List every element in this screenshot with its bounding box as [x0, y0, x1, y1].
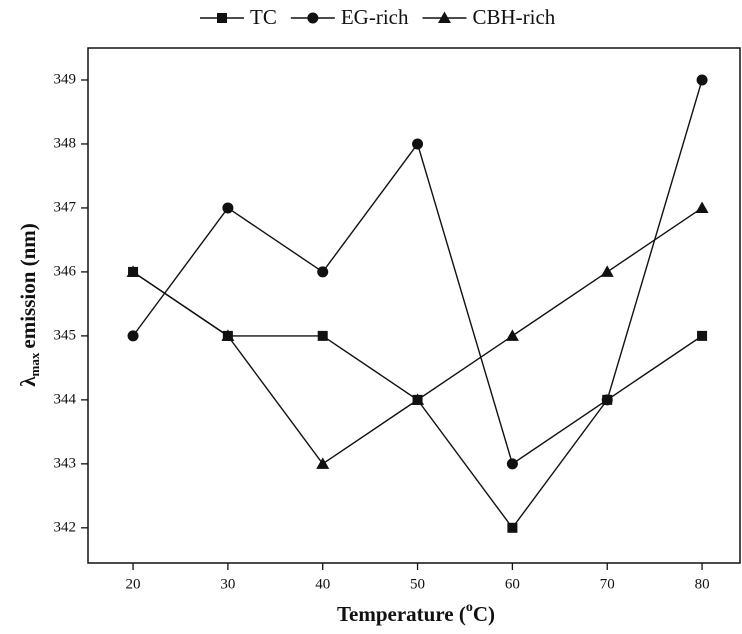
marker — [411, 393, 425, 405]
marker — [437, 11, 451, 23]
y-tick-label: 349 — [54, 71, 77, 87]
marker — [695, 201, 709, 213]
y-axis-label: λmaxemission (nm) — [16, 223, 42, 387]
x-tick-label: 80 — [695, 576, 710, 592]
y-tick-label: 344 — [54, 391, 77, 407]
marker — [505, 329, 519, 341]
marker — [697, 330, 708, 341]
marker — [316, 457, 330, 469]
marker — [601, 394, 613, 406]
y-tick-label: 348 — [54, 135, 77, 151]
marker — [217, 13, 227, 23]
marker — [696, 74, 708, 86]
marker — [507, 522, 518, 533]
y-tick-label: 347 — [54, 199, 77, 215]
x-tick-label: 50 — [410, 576, 425, 592]
marker — [222, 202, 234, 214]
marker — [317, 266, 329, 278]
x-tick-label: 70 — [600, 576, 615, 592]
legend-label: TC — [250, 5, 277, 29]
marker — [317, 330, 328, 341]
x-tick-label: 40 — [315, 576, 330, 592]
marker — [307, 12, 319, 24]
series-line — [132, 207, 703, 465]
x-axis-label: Temperature (oC) — [337, 600, 495, 626]
marker — [600, 265, 614, 277]
x-tick-label: 30 — [220, 576, 235, 592]
y-tick-label: 346 — [54, 263, 77, 279]
legend-label: EG-rich — [341, 5, 409, 29]
x-tick-label: 60 — [505, 576, 520, 592]
y-tick-label: 342 — [54, 519, 77, 535]
x-tick-label: 20 — [126, 576, 141, 592]
y-tick-label: 345 — [54, 327, 77, 343]
marker — [126, 265, 140, 277]
series-line — [132, 79, 703, 465]
marker — [412, 138, 424, 150]
marker — [127, 330, 139, 342]
legend-label: CBH-rich — [472, 5, 555, 29]
marker — [506, 458, 518, 470]
marker — [221, 329, 235, 341]
plot-frame — [87, 47, 741, 564]
y-tick-label: 343 — [54, 455, 77, 471]
